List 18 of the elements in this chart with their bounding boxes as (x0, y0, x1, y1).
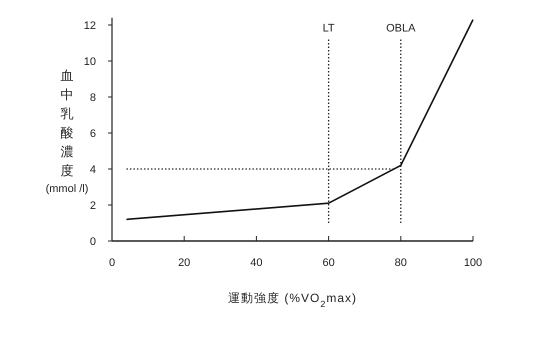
x-tick-label: 60 (322, 257, 335, 269)
line-series (126, 18, 474, 220)
x-tick-label: 40 (250, 257, 263, 269)
x-tick-label: 100 (464, 257, 482, 269)
y-tick-label: 8 (90, 92, 96, 104)
x-tick-label: 0 (108, 257, 116, 269)
y-tick-label: 10 (84, 56, 96, 68)
ref-line-label: LT (322, 22, 335, 35)
x-tick-label: 20 (178, 257, 190, 269)
x-tick-label: 80 (394, 257, 407, 269)
y-tick-label: 2 (90, 200, 96, 212)
y-tick-label: 0 (90, 236, 96, 248)
y-tick-label: 12 (84, 20, 96, 32)
x-axis-title: 運動強度 (%VO$_{2}$max) (228, 291, 358, 309)
y-axis-title: 血中乳酸濃度(mmol /l) (46, 68, 88, 195)
ref-line-label: OBLA (386, 22, 416, 35)
y-tick-label: 4 (90, 164, 96, 176)
y-tick-label: 6 (90, 128, 96, 140)
